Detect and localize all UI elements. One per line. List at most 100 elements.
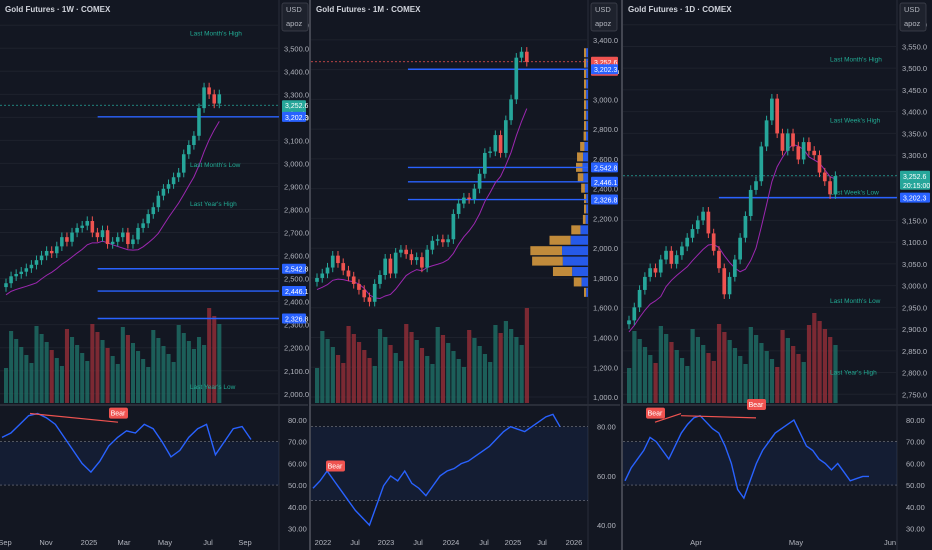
y-tick-label: 3,000.0 [593, 95, 618, 104]
y-tick-label: 3,100.0 [284, 136, 309, 145]
candle-body [90, 221, 95, 233]
rsi-tick-label: 80.00 [288, 416, 307, 425]
volume-bar [722, 332, 727, 403]
candle-body [399, 249, 403, 253]
candle-body [477, 173, 482, 189]
price-tag-value: 2,326.8 [594, 198, 617, 205]
profile-bar-left [580, 141, 585, 151]
candle-body [519, 51, 524, 58]
price-tag-value: 3,202.3 [285, 115, 308, 122]
volume-bar [524, 308, 529, 403]
candle-body [483, 152, 487, 174]
volume-bar [627, 368, 632, 403]
y-tick-label: 3,400.0 [902, 108, 927, 117]
y-tick-label: 3,550.0 [902, 42, 927, 51]
rsi-tick-label: 60.00 [288, 459, 307, 468]
rsi-band [0, 441, 279, 486]
volume-bar [100, 340, 105, 403]
volume-bar [727, 340, 732, 403]
candle-body [425, 249, 429, 268]
y-tick-label: 2,950.0 [902, 303, 927, 312]
candle-body [754, 181, 758, 190]
x-tick-label: 2022 [315, 538, 332, 547]
purple-band-line [628, 143, 836, 333]
volume-bar [701, 345, 706, 403]
volume-bar [690, 329, 695, 403]
y-tick-label: 3,300.0 [902, 151, 927, 160]
candle-body [701, 211, 705, 221]
y-tick-label: 2,500.0 [284, 275, 309, 284]
candle-body [822, 172, 827, 182]
volume-bar [828, 337, 833, 403]
candle-body [39, 255, 44, 261]
candle-body [70, 232, 74, 242]
profile-bar-right [586, 121, 588, 131]
candle-body [717, 250, 721, 269]
candle-body [409, 254, 414, 261]
price-tag-value: 3,252.6 [903, 174, 926, 181]
y-tick-label: 3,100.0 [902, 238, 927, 247]
volume-bar [653, 363, 658, 403]
y-tick-label: 2,800.0 [284, 206, 309, 215]
candle-body [817, 155, 822, 173]
volume-bar [315, 368, 320, 403]
candle-body [727, 276, 732, 295]
bear-signal-badge [326, 460, 345, 472]
price-tag [900, 170, 930, 190]
volume-bar [435, 327, 440, 403]
x-tick-label: 2024 [443, 538, 460, 547]
candle-body [775, 98, 780, 134]
rsi-tick-label: 70.00 [906, 438, 925, 447]
volume-bar [785, 338, 790, 403]
candle-series [4, 82, 222, 292]
volume-bar [372, 366, 377, 403]
volume-bar [19, 347, 24, 403]
candle-body [55, 246, 59, 254]
candle-body [146, 214, 150, 224]
level-label: Last Week's High [830, 118, 881, 125]
candle-body [653, 268, 658, 273]
volume-bar [632, 331, 637, 403]
profile-bar-left [584, 100, 587, 110]
y-tick-label: 3,300.0 [284, 90, 309, 99]
profile-bar-left [530, 246, 563, 256]
candle-body [393, 252, 398, 274]
candle-body [524, 51, 529, 62]
candle-body [131, 239, 135, 245]
volume-bar [34, 326, 39, 403]
candle-body [441, 239, 445, 243]
volume-bar [446, 343, 451, 403]
volume-bar [796, 354, 801, 403]
volume-bar [70, 337, 75, 403]
volume-bar [95, 332, 100, 403]
candle-body [378, 274, 382, 284]
x-tick-label: May [789, 538, 803, 547]
volume-bar [130, 343, 136, 403]
profile-bar-right [586, 89, 588, 99]
y-tick-label: 2,400.0 [284, 298, 309, 307]
profile-bar-left [584, 89, 587, 99]
volume-bar [356, 342, 362, 403]
volume-bar [716, 324, 722, 403]
volume-bar [467, 330, 472, 403]
bear-signal-badge [109, 407, 128, 419]
profile-bar-right [586, 287, 588, 297]
candle-body [451, 213, 456, 240]
volume-bar [637, 339, 642, 403]
volume-bar [110, 356, 115, 403]
volume-bar [409, 332, 414, 403]
candle-body [212, 94, 216, 104]
candle-body [60, 237, 64, 247]
rsi-tick-label: 60.00 [906, 459, 925, 468]
x-tick-label: Jul [537, 538, 547, 547]
candle-body [514, 57, 519, 100]
y-tick-label: 2,850.0 [902, 347, 927, 356]
volume-bar [764, 351, 769, 403]
candle-body [722, 268, 727, 295]
volume-bar [383, 337, 388, 403]
volume-bar [482, 354, 488, 403]
candle-body [383, 258, 388, 275]
profile-bar-right [586, 69, 588, 79]
price-tag [591, 176, 618, 187]
